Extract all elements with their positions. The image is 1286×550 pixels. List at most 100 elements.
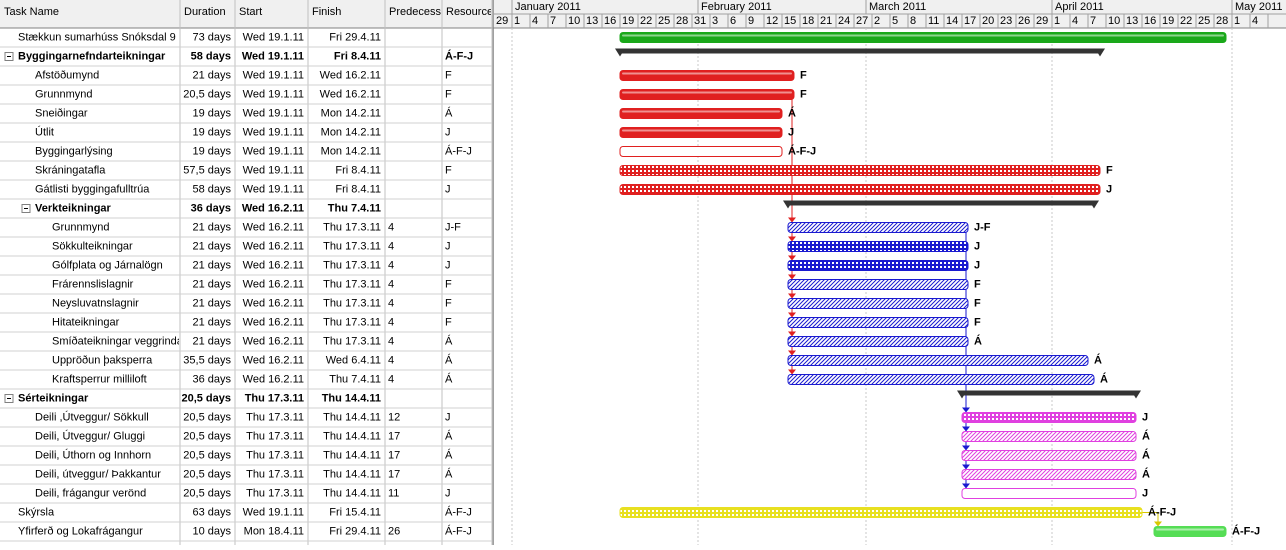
cell-resource: J xyxy=(445,183,451,195)
timescale: January 2011 February 2011 March 2011 April… xyxy=(496,0,1283,28)
column-header[interactable]: Task Name xyxy=(4,6,59,18)
cell-start: Thu 17.3.11 xyxy=(246,468,304,480)
day-label: 4 xyxy=(1252,15,1258,27)
resource-label: Á xyxy=(1094,353,1102,366)
day-label: 15 xyxy=(784,15,796,27)
cell-duration: 21 days xyxy=(192,259,231,271)
task-bar[interactable] xyxy=(619,127,783,138)
task-bar[interactable] xyxy=(787,374,1095,385)
bar-highlight xyxy=(622,91,792,94)
column-header[interactable]: Predecess xyxy=(389,6,441,18)
cell-resource: F xyxy=(445,164,452,176)
day-label: 25 xyxy=(1198,15,1210,27)
task-bar[interactable] xyxy=(619,108,783,119)
day-label: 22 xyxy=(1180,15,1192,27)
cell-resource: F xyxy=(445,316,452,328)
month-label: April 2011 xyxy=(1055,1,1104,13)
cell-resource: Á-F-J xyxy=(445,49,473,62)
cell-name: Frárennslislagnir xyxy=(52,278,134,290)
cell-duration: 35,5 days xyxy=(183,354,231,366)
resource-label: Á-F-J xyxy=(788,144,816,157)
task-bar[interactable] xyxy=(787,336,969,347)
task-bar[interactable] xyxy=(619,165,1101,176)
day-label: 13 xyxy=(586,15,598,27)
resource-label: Á-F-J xyxy=(1148,505,1176,518)
resource-label: Á xyxy=(1142,448,1150,461)
resource-label: Á-F-J xyxy=(1232,524,1260,537)
task-bar[interactable] xyxy=(961,488,1137,499)
task-bar[interactable] xyxy=(787,260,969,271)
cell-start: Wed 16.2.11 xyxy=(243,221,304,233)
splitter[interactable] xyxy=(492,0,494,545)
cell-duration: 21 days xyxy=(192,297,231,309)
cell-duration: 19 days xyxy=(192,107,231,119)
cell-duration: 20,5 days xyxy=(183,449,231,461)
summary-bar xyxy=(962,390,1136,396)
cell-start: Thu 17.3.11 xyxy=(246,449,304,461)
cell-resource: J xyxy=(445,411,451,423)
cell-name: Byggingarnefndarteikningar xyxy=(18,50,166,62)
task-bar[interactable] xyxy=(619,32,1227,43)
day-label: 22 xyxy=(640,15,652,27)
column-header[interactable]: Duration xyxy=(184,6,226,18)
column-header[interactable]: Start xyxy=(239,6,262,18)
task-bar[interactable] xyxy=(787,279,969,290)
task-bar[interactable] xyxy=(787,241,969,252)
column-header[interactable]: Resource xyxy=(446,6,493,18)
task-bar[interactable] xyxy=(619,507,1143,518)
cell-start: Wed 19.1.11 xyxy=(243,31,304,43)
cell-finish: Mon 14.2.11 xyxy=(321,107,381,119)
cell-start: Wed 19.1.11 xyxy=(243,164,304,176)
cell-finish: Thu 7.4.11 xyxy=(329,373,381,385)
task-bar[interactable] xyxy=(787,222,969,233)
day-label: 14 xyxy=(946,15,958,27)
day-label: 16 xyxy=(1144,15,1156,27)
cell-predecessors: 4 xyxy=(388,354,394,366)
cell-resource: Á-F-J xyxy=(445,505,472,518)
cell-predecessors: 17 xyxy=(388,449,400,461)
resource-label: Á xyxy=(974,334,982,347)
cell-predecessors: 4 xyxy=(388,259,394,271)
cell-start: Wed 16.2.11 xyxy=(243,373,304,385)
summary-bar xyxy=(788,200,1094,206)
resource-label: J xyxy=(974,259,980,271)
task-bar[interactable] xyxy=(619,70,795,81)
task-bar[interactable] xyxy=(1153,526,1227,537)
day-label: 25 xyxy=(658,15,670,27)
task-bar[interactable] xyxy=(961,431,1137,442)
cell-finish: Thu 14.4.11 xyxy=(323,449,381,461)
cell-resource: J xyxy=(445,487,451,499)
cell-start: Wed 19.1.11 xyxy=(243,183,304,195)
day-label: 9 xyxy=(748,15,754,27)
day-label: 13 xyxy=(1126,15,1138,27)
day-label: 17 xyxy=(964,15,976,27)
task-bar[interactable] xyxy=(619,89,795,100)
cell-resource: J xyxy=(445,240,451,252)
task-bar[interactable] xyxy=(787,355,1089,366)
dependency-arrow xyxy=(1154,521,1162,527)
cell-resource: J xyxy=(445,126,451,138)
task-bar[interactable] xyxy=(961,450,1137,461)
cell-finish: Fri 15.4.11 xyxy=(329,506,381,518)
cell-duration: 21 days xyxy=(192,69,231,81)
cell-finish: Mon 14.2.11 xyxy=(321,145,381,157)
cell-name: Smíðateikningar veggrinda xyxy=(52,335,184,347)
task-bar[interactable] xyxy=(961,469,1137,480)
task-bar[interactable] xyxy=(787,298,969,309)
task-bar[interactable] xyxy=(787,317,969,328)
cell-duration: 36 days xyxy=(192,373,231,385)
cell-finish: Thu 17.3.11 xyxy=(323,278,381,290)
task-bar[interactable] xyxy=(619,146,783,157)
cell-predecessors: 17 xyxy=(388,468,400,480)
cell-finish: Wed 16.2.11 xyxy=(320,88,381,100)
day-label: 1 xyxy=(1234,15,1240,27)
task-bar[interactable] xyxy=(961,412,1137,423)
cell-start: Wed 19.1.11 xyxy=(243,69,304,81)
column-header[interactable]: Finish xyxy=(312,6,341,18)
task-bar[interactable] xyxy=(619,184,1101,195)
cell-duration: 19 days xyxy=(192,145,231,157)
resource-label: Á xyxy=(1100,372,1108,385)
bar-highlight xyxy=(622,72,792,75)
